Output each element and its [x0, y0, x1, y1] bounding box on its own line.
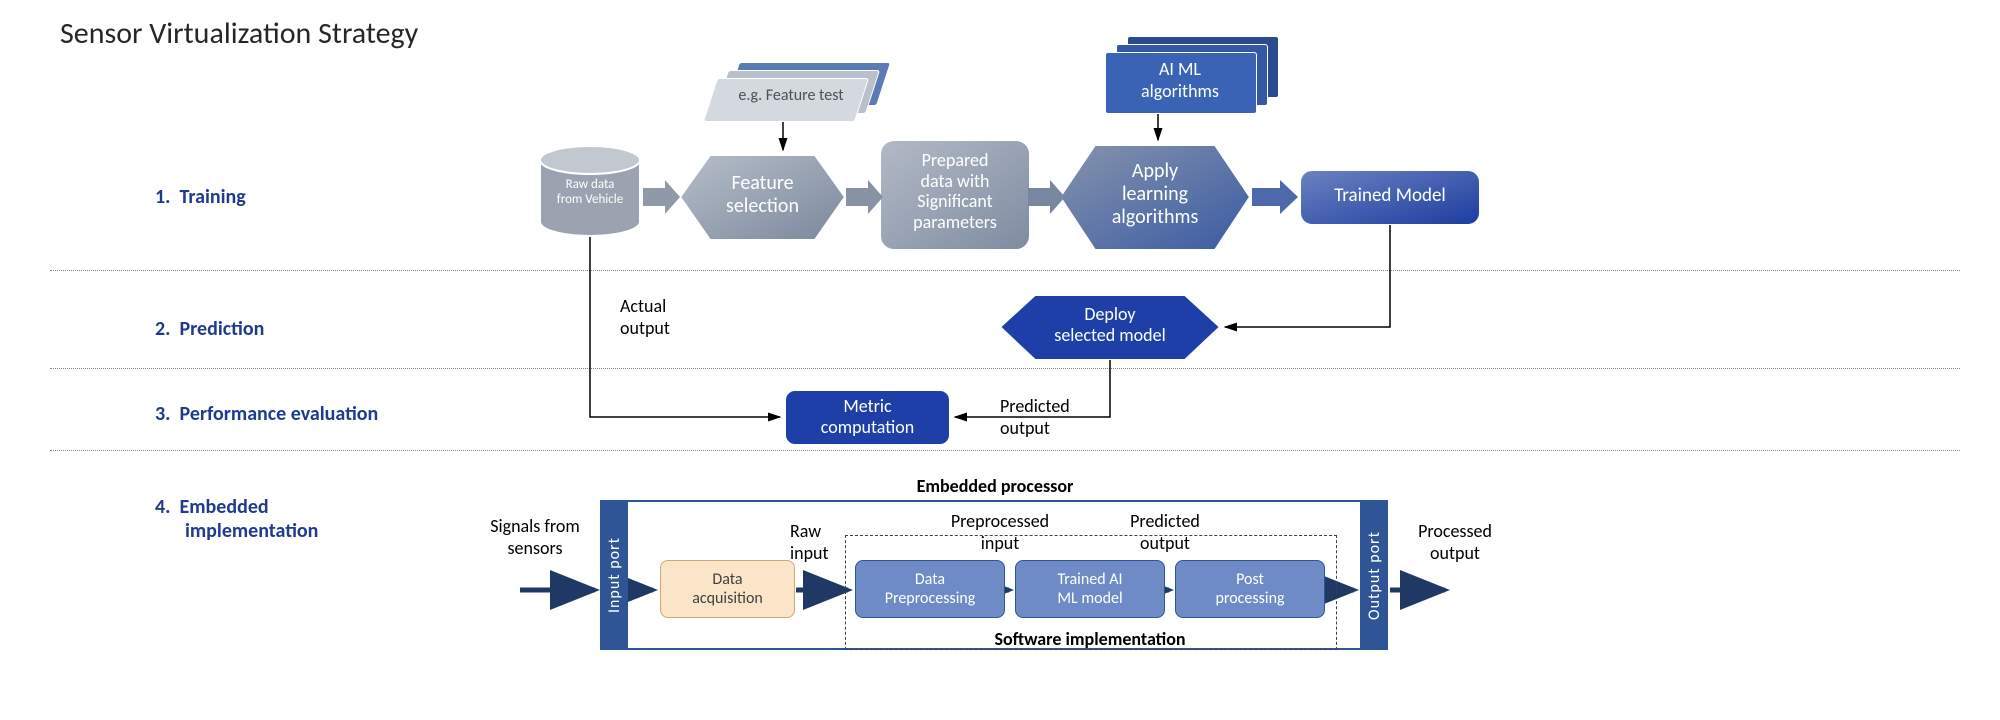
trained-label: Trained Model: [1300, 185, 1480, 207]
input-port: Input port: [600, 500, 628, 650]
processed-output-label: Processed output: [1395, 520, 1515, 564]
output-port: Output port: [1360, 500, 1388, 650]
data-preprocessing-box: Data Preprocessing: [855, 560, 1005, 618]
raw-data-label: Raw data from Vehicle: [540, 178, 640, 208]
deploy-label: Deploy selected model: [1020, 304, 1200, 345]
algorithms-stack: AI ML algorithms: [1105, 36, 1295, 116]
data-acquisition-box: Data acquisition: [660, 560, 795, 618]
predicted-output-label-2: Predicted output: [1110, 510, 1220, 554]
feature-selection-label: Feature selection: [690, 172, 835, 218]
prepared-label: Prepared data with Significant parameter…: [880, 150, 1030, 233]
predicted-output-label-1: Predicted output: [1000, 395, 1100, 439]
post-processing-box: Post processing: [1175, 560, 1325, 618]
actual-output-label: Actual output: [620, 295, 700, 339]
raw-input-label: Raw input: [790, 520, 850, 564]
preproc-input-label: Preprocessed input: [930, 510, 1070, 554]
embedded-processor-label: Embedded processor: [870, 475, 1120, 497]
signals-label: Signals from sensors: [470, 515, 600, 559]
trained-ai-box: Trained AI ML model: [1015, 560, 1165, 618]
apply-label: Apply learning algorithms: [1075, 160, 1235, 229]
metric-label: Metric computation: [785, 396, 950, 437]
feature-test-stack: e.g. Feature test: [710, 62, 890, 122]
software-impl-label: Software implementation: [940, 628, 1240, 650]
